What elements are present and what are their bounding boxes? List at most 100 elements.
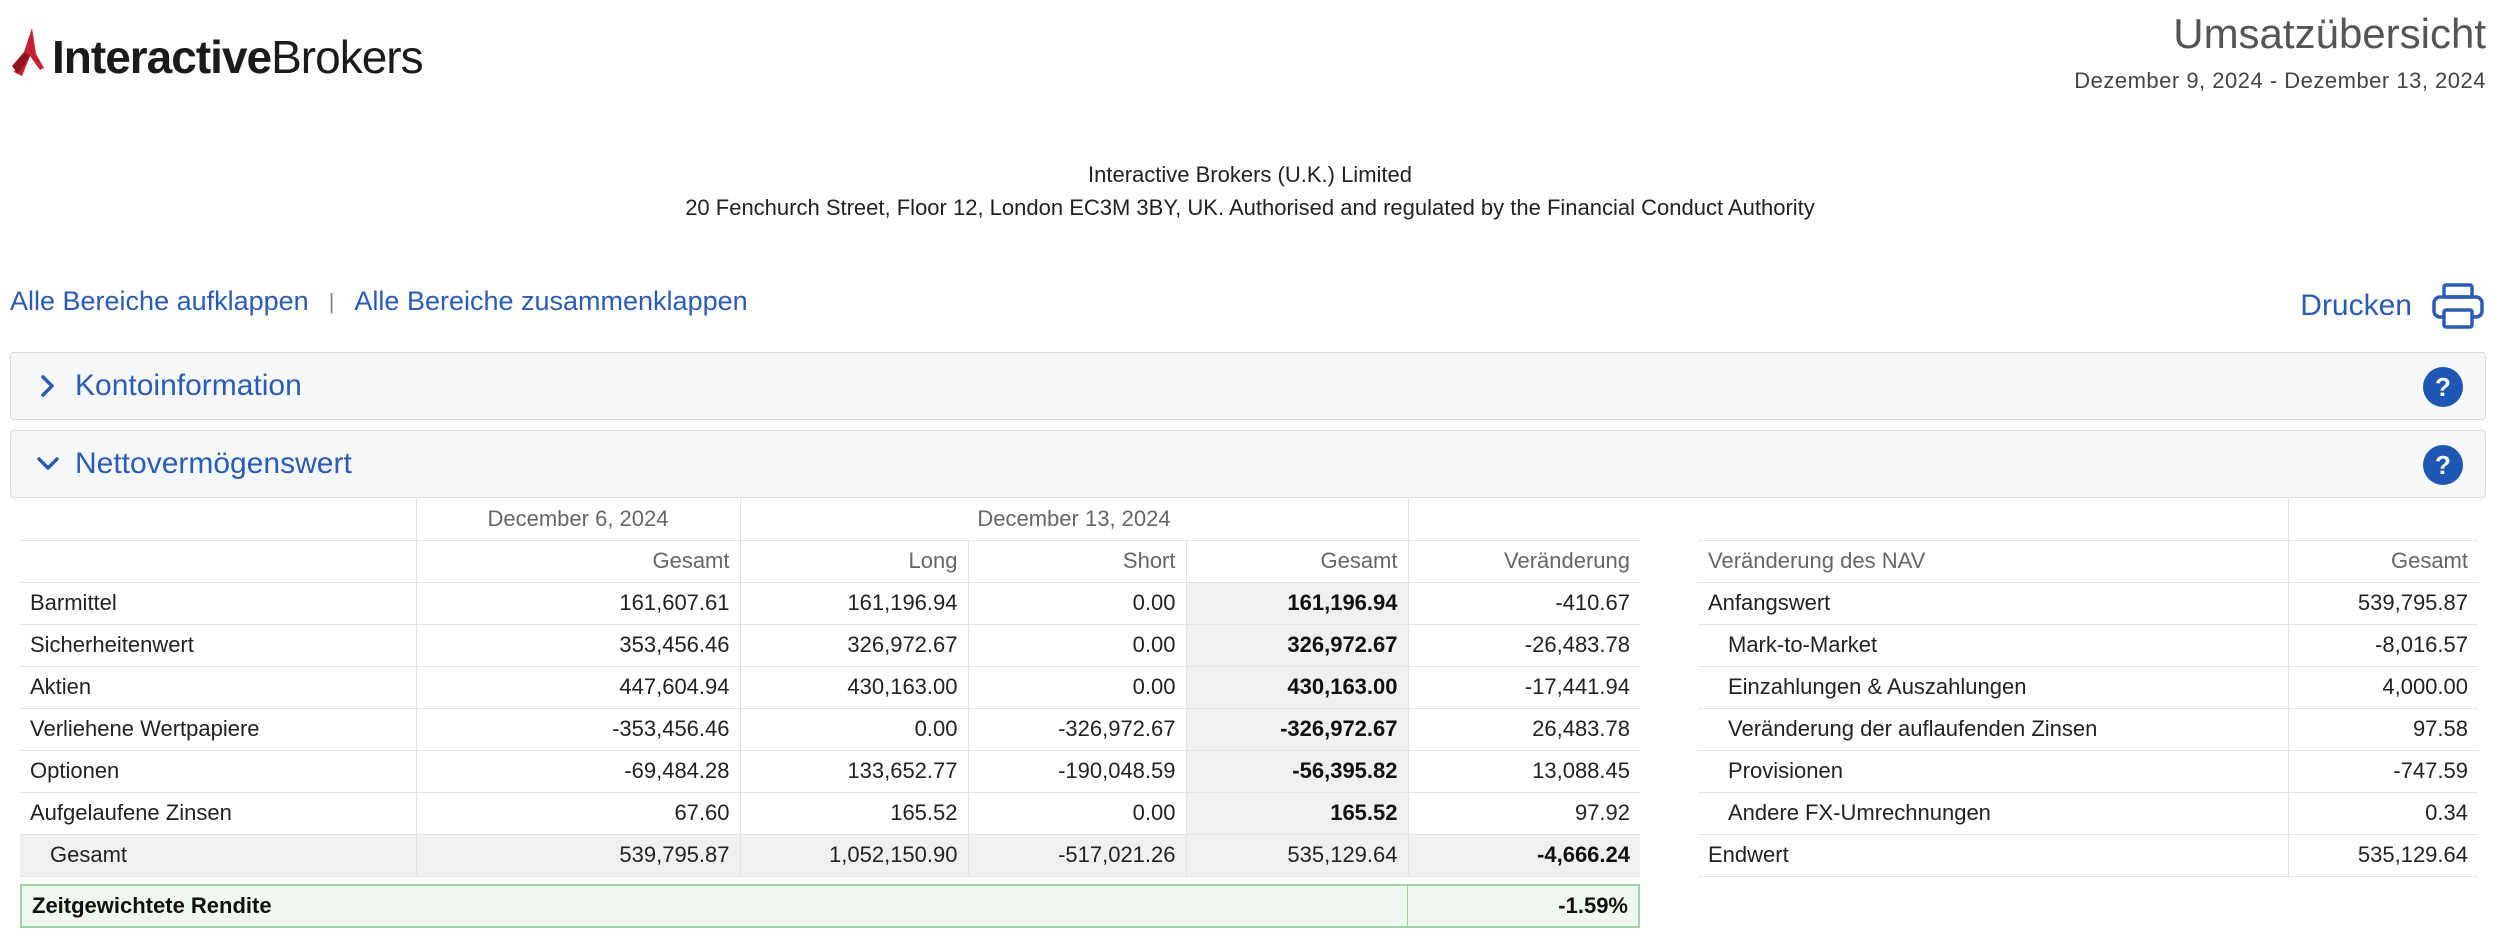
help-icon[interactable]: ? <box>2423 445 2463 485</box>
column-header: Long <box>739 540 968 583</box>
toolbar-separator: | <box>328 288 335 314</box>
cell-total: 165.52 <box>1185 792 1408 835</box>
chevron-down-icon <box>37 457 59 470</box>
section-toolbar: Alle Bereiche aufklappen | Alle Bereiche… <box>10 286 748 317</box>
row-value: 539,795.87 <box>2287 582 2478 625</box>
table-total-row: Gesamt 539,795.87 1,052,150.90 -517,021.… <box>20 834 1640 877</box>
cell-long: 161,196.94 <box>739 582 968 625</box>
table-row: Mark-to-Market -8,016.57 <box>1698 624 2478 667</box>
cell-long: 165.52 <box>739 792 968 835</box>
column-header: Short <box>967 540 1186 583</box>
row-label: Barmittel <box>20 582 416 625</box>
company-name: Interactive Brokers (U.K.) Limited <box>1088 162 1412 187</box>
cell-long: 0.00 <box>739 708 968 751</box>
row-value: 4,000.00 <box>2287 666 2478 709</box>
table-row: Provisionen -747.59 <box>1698 750 2478 793</box>
table-group-header-row: December 6, 2024 December 13, 2024 <box>20 498 1640 541</box>
table-row: Endwert 535,129.64 <box>1698 834 2478 877</box>
table-row: Aufgelaufene Zinsen 67.60 165.52 0.00 16… <box>20 792 1640 835</box>
table-row: Optionen -69,484.28 133,652.77 -190,048.… <box>20 750 1640 793</box>
curr-date-header: December 13, 2024 <box>739 498 1408 541</box>
cell-prev-total: 539,795.87 <box>415 834 740 877</box>
row-label: Einzahlungen & Auszahlungen <box>1698 666 2288 709</box>
cell-total: -326,972.67 <box>1185 708 1408 751</box>
nav-table: December 6, 2024 December 13, 2024 Gesam… <box>20 498 1640 877</box>
cell-change: -26,483.78 <box>1407 624 1640 667</box>
section-kontoinformation[interactable]: Kontoinformation ? <box>10 352 2486 420</box>
table-row: Andere FX-Umrechnungen 0.34 <box>1698 792 2478 835</box>
cell-change: 26,483.78 <box>1407 708 1640 751</box>
chevron-right-icon <box>41 375 54 397</box>
report-date-range: Dezember 9, 2024 - Dezember 13, 2024 <box>2074 68 2486 93</box>
column-header: Gesamt <box>1185 540 1408 583</box>
table-row: Verliehene Wertpapiere -353,456.46 0.00 … <box>20 708 1640 751</box>
cell-prev-total: 447,604.94 <box>415 666 740 709</box>
cell-total: 161,196.94 <box>1185 582 1408 625</box>
table-row: Aktien 447,604.94 430,163.00 0.00 430,16… <box>20 666 1640 709</box>
report-title: Umsatzübersicht <box>2173 10 2486 57</box>
twr-label: Zeitgewichtete Rendite <box>32 893 272 918</box>
cell-short: -190,048.59 <box>967 750 1186 793</box>
ib-logo-icon <box>12 28 44 76</box>
cell-long: 326,972.67 <box>739 624 968 667</box>
table-row: Einzahlungen & Auszahlungen 4,000.00 <box>1698 666 2478 709</box>
cell-short: -326,972.67 <box>967 708 1186 751</box>
cell-prev-total: 353,456.46 <box>415 624 740 667</box>
cell-total: -56,395.82 <box>1185 750 1408 793</box>
section-nettovermoegenswert[interactable]: Nettovermögenswert ? <box>10 430 2486 498</box>
company-info: Interactive Brokers (U.K.) Limited 20 Fe… <box>0 158 2500 224</box>
row-label: Mark-to-Market <box>1698 624 2288 667</box>
cell-short: 0.00 <box>967 666 1186 709</box>
table-row: Barmittel 161,607.61 161,196.94 0.00 161… <box>20 582 1640 625</box>
cell-change: 97.92 <box>1407 792 1640 835</box>
table-row: Veränderung der auflaufenden Zinsen 97.5… <box>1698 708 2478 751</box>
row-label: Gesamt <box>20 834 416 877</box>
cell-change: 13,088.45 <box>1407 750 1640 793</box>
expand-all-link[interactable]: Alle Bereiche aufklappen <box>10 286 309 316</box>
row-label: Anfangswert <box>1698 582 2288 625</box>
row-label: Aktien <box>20 666 416 709</box>
print-button[interactable]: Drucken <box>2300 282 2486 330</box>
row-label: Sicherheitenwert <box>20 624 416 667</box>
cell-prev-total: 67.60 <box>415 792 740 835</box>
row-label: Aufgelaufene Zinsen <box>20 792 416 835</box>
cell-prev-total: -353,456.46 <box>415 708 740 751</box>
help-icon[interactable]: ? <box>2423 367 2463 407</box>
row-label: Endwert <box>1698 834 2288 877</box>
column-header: Veränderung <box>1407 540 1640 583</box>
row-value: 97.58 <box>2287 708 2478 751</box>
cell-long: 133,652.77 <box>739 750 968 793</box>
table-row: Anfangswert 539,795.87 <box>1698 582 2478 625</box>
cell-short: 0.00 <box>967 582 1186 625</box>
table-header-row: Gesamt Long Short Gesamt Veränderung <box>20 540 1640 583</box>
cell-prev-total: -69,484.28 <box>415 750 740 793</box>
column-header: Gesamt <box>2287 540 2478 583</box>
cell-change: -17,441.94 <box>1407 666 1640 709</box>
cell-change: -410.67 <box>1407 582 1640 625</box>
row-label: Provisionen <box>1698 750 2288 793</box>
cell-long: 1,052,150.90 <box>739 834 968 877</box>
column-header: Gesamt <box>415 540 740 583</box>
column-header: Veränderung des NAV <box>1698 540 2288 583</box>
brand-logo: InteractiveBrokers <box>10 22 424 92</box>
row-label: Andere FX-Umrechnungen <box>1698 792 2288 835</box>
row-value: -747.59 <box>2287 750 2478 793</box>
table-row: Sicherheitenwert 353,456.46 326,972.67 0… <box>20 624 1640 667</box>
row-label: Veränderung der auflaufenden Zinsen <box>1698 708 2288 751</box>
cell-total: 326,972.67 <box>1185 624 1408 667</box>
twr-row: Zeitgewichtete Rendite -1.59% <box>21 885 1639 927</box>
cell-long: 430,163.00 <box>739 666 968 709</box>
cell-prev-total: 161,607.61 <box>415 582 740 625</box>
row-value: -8,016.57 <box>2287 624 2478 667</box>
cell-short: 0.00 <box>967 792 1186 835</box>
brand-name: InteractiveBrokers <box>52 31 424 83</box>
prev-date-header: December 6, 2024 <box>415 498 740 541</box>
table-header-row: Veränderung des NAV Gesamt <box>1698 540 2478 583</box>
twr-value: -1.59% <box>1406 885 1639 927</box>
section-title: Kontoinformation <box>75 369 302 402</box>
nav-change-table: Veränderung des NAV Gesamt Anfangswert 5… <box>1698 498 2478 877</box>
cell-total: 535,129.64 <box>1185 834 1408 877</box>
section-title: Nettovermögenswert <box>75 447 352 480</box>
collapse-all-link[interactable]: Alle Bereiche zusammenklappen <box>354 286 748 316</box>
cell-total: 430,163.00 <box>1185 666 1408 709</box>
